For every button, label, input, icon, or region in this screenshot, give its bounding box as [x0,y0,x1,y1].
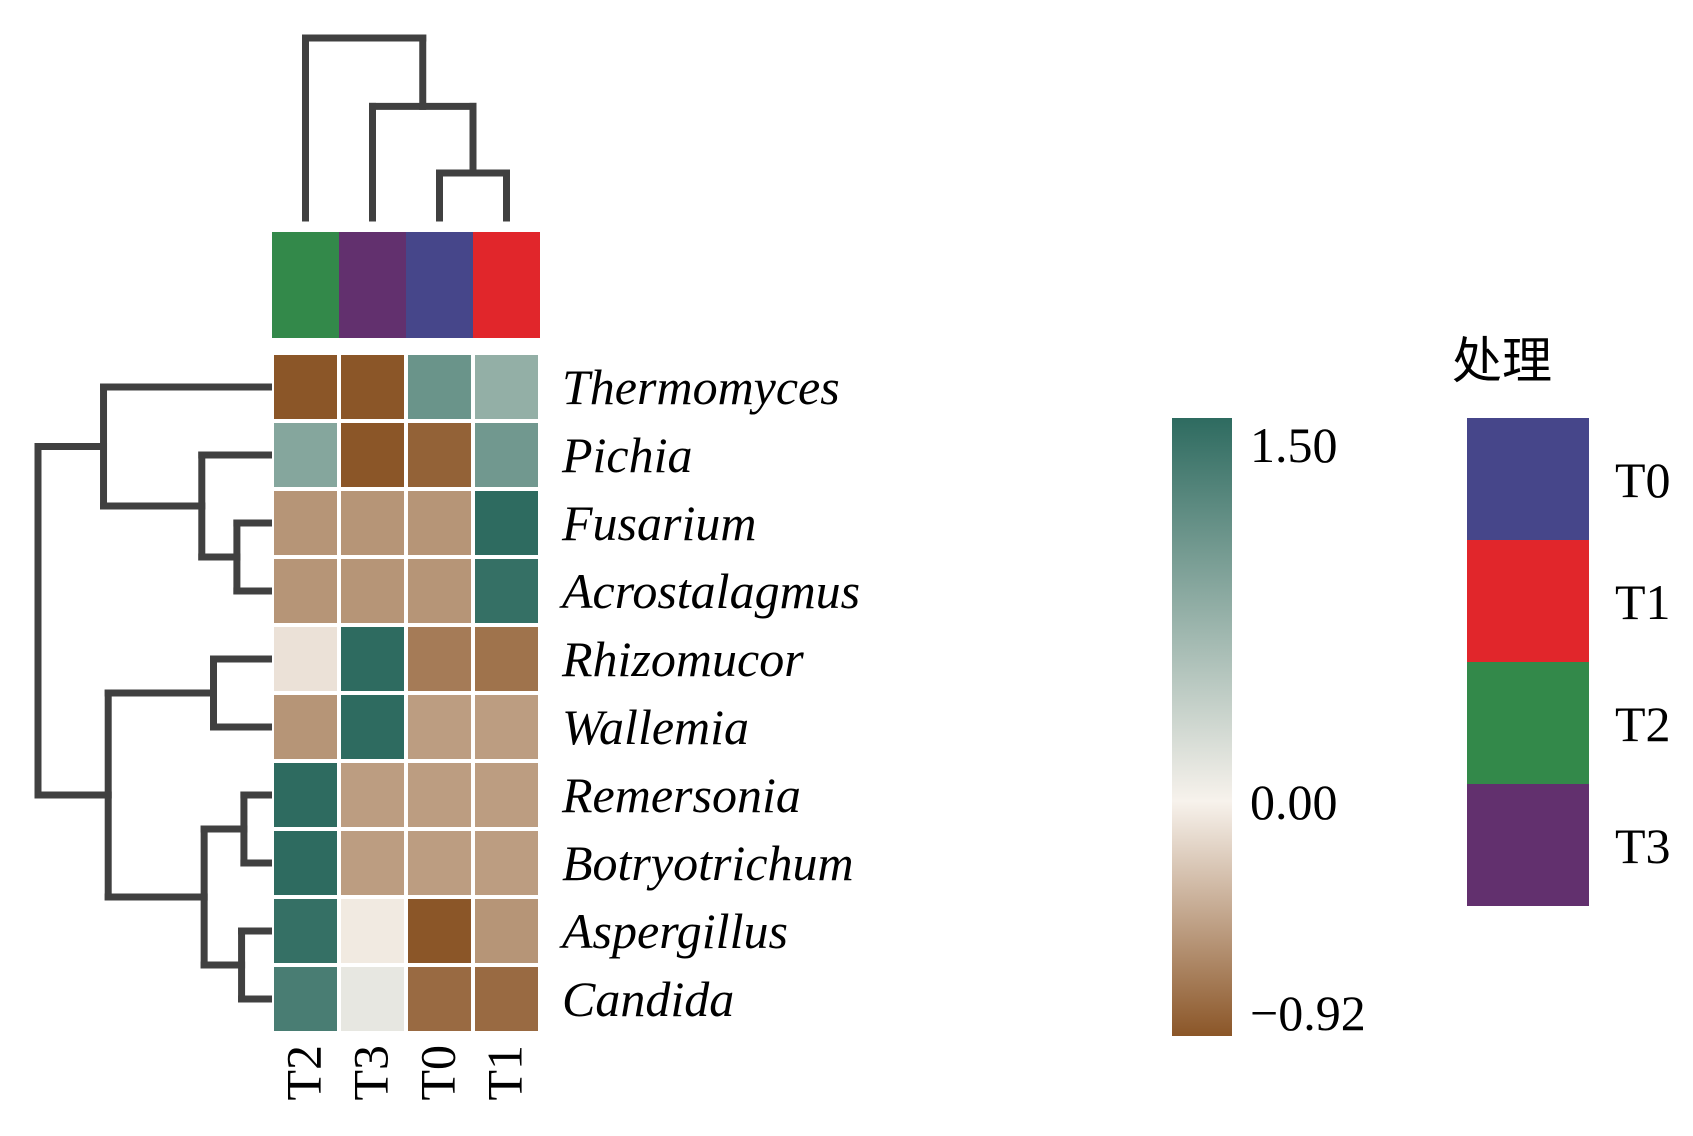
heatmap-cell [475,627,538,691]
legend-label: T3 [1615,818,1671,874]
row-labels: Thermomyces Pichia Fusarium Acrostalagmus Rh… [559,359,860,1027]
heatmap-cell [341,491,404,555]
row-label: Aspergillus [559,903,788,959]
column-label: T3 [343,1045,399,1101]
heatmap-cell [475,967,538,1031]
row-label: Wallemia [562,699,749,755]
heatmap-cell [341,695,404,759]
heatmap-cell [341,355,404,419]
legend-swatch [1467,784,1589,906]
heatmap-cell [475,355,538,419]
row-label: Fusarium [561,495,756,551]
heatmap-cell [408,899,471,963]
heatmap-cell [475,423,538,487]
column-group-strip [272,232,540,338]
column-group-cell [406,232,473,338]
row-label: Rhizomucor [561,631,804,687]
row-label: Botryotrichum [562,835,854,891]
heatmap-cell [274,831,337,895]
heatmap-cell [408,831,471,895]
heatmap-cell [274,423,337,487]
column-label: T1 [477,1045,533,1101]
row-label: Candida [562,971,734,1027]
heatmap-cell [274,355,337,419]
legend-swatch [1467,540,1589,662]
row-label: Thermomyces [562,359,840,415]
heatmap-cell [475,899,538,963]
colorbar-gradient [1172,418,1232,1036]
legend-swatch [1467,418,1589,540]
legend-label: T1 [1615,574,1671,630]
heatmap-cell [274,559,337,623]
heatmap-cell [341,423,404,487]
heatmap-cell [408,491,471,555]
column-label: T2 [276,1045,332,1101]
row-dendrogram [34,383,276,1003]
heatmap-cell [475,831,538,895]
heatmap-cell [274,763,337,827]
colorbar-tick-max: 1.50 [1250,417,1338,473]
legend-swatch [1467,662,1589,784]
row-label: Pichia [561,427,693,483]
heatmap-cell [475,559,538,623]
heatmap-cell [341,763,404,827]
colorbar-tick-min: −0.92 [1250,985,1366,1041]
heatmap-cell [408,423,471,487]
column-group-cell [339,232,406,338]
column-dendrogram [302,34,510,222]
heatmap-cell [274,627,337,691]
heatmap-cells [272,353,540,1033]
colorbar: 1.50 0.00 −0.92 [1172,417,1366,1041]
group-legend-title: 处理 [1452,332,1552,390]
row-label: Remersonia [561,767,801,823]
legend-label: T2 [1615,696,1671,752]
group-legend: 处理 T0 T1 T2 T3 [1452,332,1671,906]
heatmap-cell [408,763,471,827]
heatmap-cell [408,695,471,759]
heatmap-cell [408,627,471,691]
heatmap-cell [274,967,337,1031]
heatmap-cell [408,355,471,419]
heatmap-cell [341,831,404,895]
legend-label: T0 [1615,452,1671,508]
heatmap-cell [274,899,337,963]
heatmap-cell [341,627,404,691]
colorbar-tick-mid: 0.00 [1250,774,1338,830]
heatmap-cell [475,491,538,555]
heatmap-cell [341,899,404,963]
column-labels: T2 T3 T0 T1 [276,1045,533,1101]
heatmap-cell [341,559,404,623]
row-label: Acrostalagmus [559,563,860,619]
heatmap-cell [408,967,471,1031]
heatmap-cell [341,967,404,1031]
column-group-cell [272,232,339,338]
heatmap-cell [274,491,337,555]
heatmap-cell [408,559,471,623]
heatmap-cell [475,695,538,759]
column-label: T0 [410,1045,466,1101]
heatmap-cell [274,695,337,759]
heatmap-cell [475,763,538,827]
column-group-cell [473,232,540,338]
